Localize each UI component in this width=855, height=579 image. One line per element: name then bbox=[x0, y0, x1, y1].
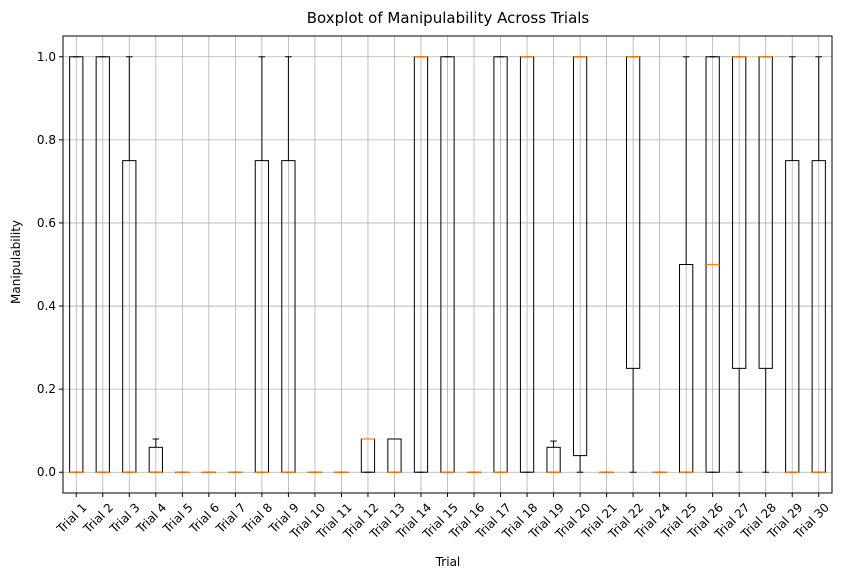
y-axis-label: Manipulability bbox=[9, 220, 23, 304]
box-8 bbox=[254, 56, 270, 473]
box-4 bbox=[148, 438, 163, 473]
box-26 bbox=[732, 56, 747, 473]
box-1 bbox=[69, 56, 84, 473]
box-19 bbox=[546, 440, 561, 473]
x-axis-label: Trial bbox=[435, 555, 461, 569]
box-17 bbox=[493, 56, 508, 473]
box-14 bbox=[413, 56, 429, 473]
box-3 bbox=[122, 56, 137, 473]
y-axis-ticks: 0.0 0.2 0.4 0.6 0.8 1.0 bbox=[37, 50, 63, 479]
y-tick-label: 0.8 bbox=[37, 133, 56, 147]
x-tick-label: Trial 2 bbox=[80, 500, 116, 536]
boxes bbox=[69, 56, 826, 473]
y-tick-label: 0.4 bbox=[37, 299, 56, 313]
y-tick-label: 0.0 bbox=[37, 465, 56, 479]
x-tick-label: Trial 8 bbox=[239, 500, 275, 536]
box-2 bbox=[95, 56, 110, 473]
x-tick-label: Trial 3 bbox=[107, 500, 143, 536]
grid bbox=[63, 36, 832, 493]
x-tick-label: Trial 6 bbox=[186, 500, 222, 536]
x-tick-label: Trial 5 bbox=[160, 500, 196, 536]
y-tick-label: 1.0 bbox=[37, 50, 56, 64]
x-tick-label: Trial 1 bbox=[54, 500, 90, 536]
box-15 bbox=[440, 56, 455, 473]
box-18 bbox=[519, 56, 535, 473]
box-12 bbox=[360, 438, 376, 473]
box-24 bbox=[679, 56, 694, 473]
box-29 bbox=[811, 56, 826, 473]
x-tick-label: Trial 4 bbox=[133, 500, 169, 536]
box-27 bbox=[758, 56, 773, 473]
box-28 bbox=[785, 56, 800, 473]
y-tick-label: 0.2 bbox=[37, 382, 56, 396]
box-9 bbox=[281, 56, 296, 473]
box-22 bbox=[625, 56, 641, 473]
y-tick-label: 0.6 bbox=[37, 216, 56, 230]
box-25 bbox=[705, 56, 720, 473]
chart-title: Boxplot of Manipulability Across Trials bbox=[307, 9, 590, 27]
x-tick-label: Trial 7 bbox=[213, 500, 249, 536]
box-20 bbox=[572, 56, 588, 473]
box-13 bbox=[387, 438, 402, 473]
